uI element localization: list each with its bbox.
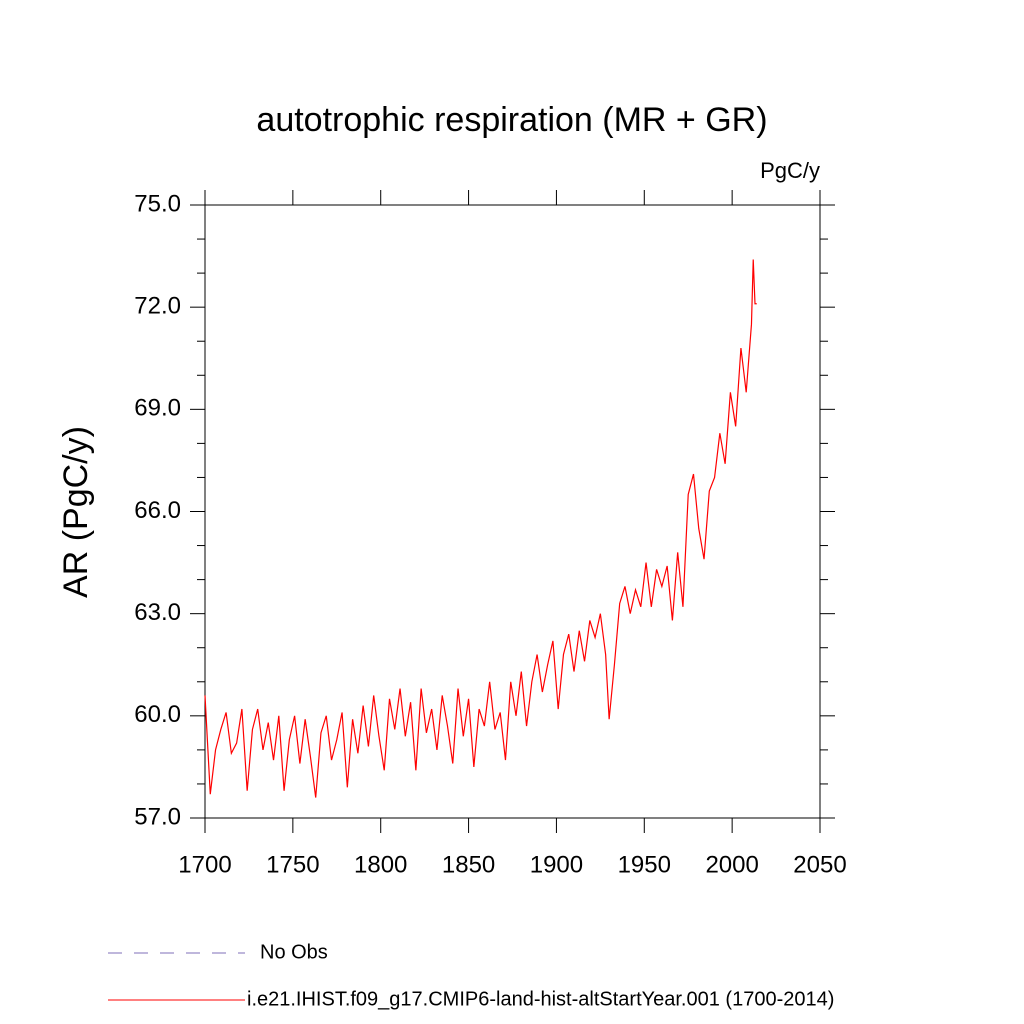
y-tick-label: 75.0 [134, 190, 181, 217]
plot-frame [204, 204, 821, 819]
x-tick-label: 1900 [530, 851, 583, 878]
y-tick-label: 69.0 [134, 395, 181, 422]
x-tick-label: 1850 [442, 851, 495, 878]
legend-label: i.e21.IHIST.f09_g17.CMIP6-land-hist-altS… [247, 988, 834, 1010]
x-tick-label: 1700 [178, 851, 231, 878]
y-tick-label: 57.0 [134, 803, 181, 830]
x-tick-label: 1800 [354, 851, 407, 878]
y-tick-label: 63.0 [134, 599, 181, 626]
x-tick-label: 1950 [618, 851, 671, 878]
y-tick-label: 60.0 [134, 701, 181, 728]
x-tick-label: 2000 [705, 851, 758, 878]
y-axis-label: AR (PgC/y) [57, 426, 95, 598]
data-line [204, 259, 757, 798]
y-tick-label: 72.0 [134, 293, 181, 320]
legend-label: No Obs [260, 941, 328, 963]
x-tick-label: 1750 [266, 851, 319, 878]
units-label: PgC/y [760, 158, 820, 183]
y-tick-label: 66.0 [134, 497, 181, 524]
x-tick-label: 2050 [793, 851, 846, 878]
chart-title: autotrophic respiration (MR + GR) [256, 101, 767, 139]
